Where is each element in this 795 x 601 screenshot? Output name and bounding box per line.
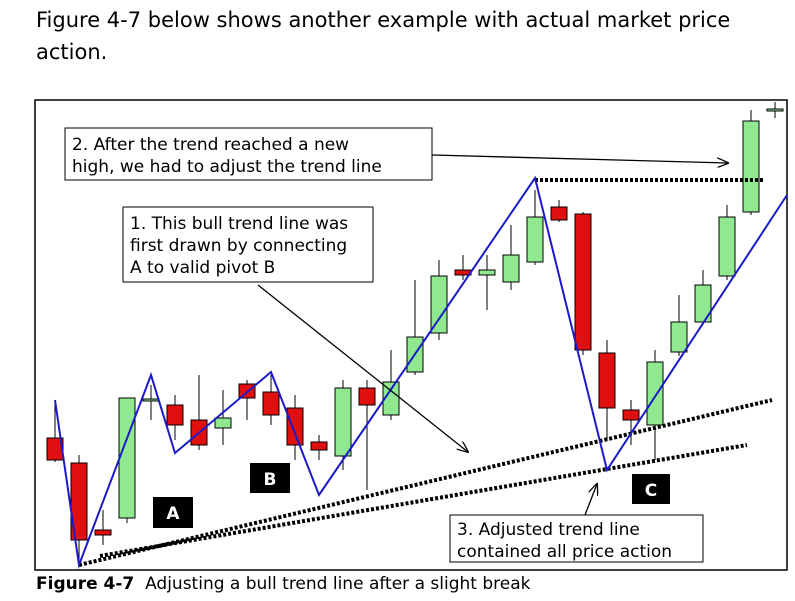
candle-body xyxy=(478,269,496,276)
note-box xyxy=(64,127,433,181)
trend-lines xyxy=(54,175,788,569)
pivot-label: B xyxy=(264,470,277,490)
caption-text: Adjusting a bull trend line after a slig… xyxy=(145,574,531,594)
zigzag xyxy=(54,175,788,569)
candle-body xyxy=(742,120,760,213)
note-2: 2. After the trend reached a new high, w… xyxy=(64,127,433,181)
candle-body xyxy=(574,213,592,351)
note-line: first drawn by connecting xyxy=(130,236,347,256)
note-line: contained all price action xyxy=(457,542,672,562)
note-1: 1. This bull trend line was first drawn … xyxy=(122,206,374,283)
candle-body xyxy=(718,216,736,277)
caption-number: Figure 4-7 xyxy=(36,574,135,594)
candle-body xyxy=(526,216,544,263)
note-3: 3. Adjusted trend line contained all pri… xyxy=(449,514,704,563)
candle-body xyxy=(262,391,280,416)
note-line: 1. This bull trend line was xyxy=(130,214,348,234)
candle-body xyxy=(310,441,328,451)
dotted-line xyxy=(78,398,773,567)
candle-body xyxy=(766,108,784,112)
caption: Figure 4-7 Adjusting a bull trend line a… xyxy=(36,574,530,594)
dotted-line xyxy=(99,443,748,558)
label-box xyxy=(250,463,290,493)
candle-body xyxy=(382,381,400,416)
pivot-label: C xyxy=(645,481,657,501)
candle-body xyxy=(622,409,640,421)
candle-body xyxy=(598,352,616,409)
candle-body xyxy=(670,321,688,353)
candle-body xyxy=(334,387,352,457)
candle-body xyxy=(118,397,136,519)
arrow xyxy=(584,484,597,516)
candle-body xyxy=(430,275,448,334)
candle-body xyxy=(502,254,520,283)
candle-body xyxy=(166,404,184,426)
label-box xyxy=(153,497,193,528)
note-line: 3. Adjusted trend line xyxy=(457,520,640,540)
intro-text: Figure 4-7 below shows another example w… xyxy=(36,8,731,64)
candle-body xyxy=(646,361,664,426)
arrow xyxy=(257,284,468,452)
note-line: high, we had to adjust the trend line xyxy=(72,157,382,177)
note-line: A to valid pivot B xyxy=(130,258,275,278)
candle-body xyxy=(358,387,376,406)
candle-body xyxy=(550,206,568,221)
arrows xyxy=(257,154,728,516)
note-line: 2. After the trend reached a new xyxy=(72,135,349,155)
pivot-labels: A B C xyxy=(153,463,670,528)
candle-body xyxy=(70,462,88,541)
note-box xyxy=(449,514,704,563)
candle-body xyxy=(214,417,232,429)
pivot-label: A xyxy=(166,504,180,524)
candle-body xyxy=(94,529,112,536)
candle-body xyxy=(286,407,304,446)
candle-body xyxy=(142,398,160,402)
note-box xyxy=(122,206,374,283)
arrow xyxy=(431,154,728,163)
label-box xyxy=(632,474,670,504)
